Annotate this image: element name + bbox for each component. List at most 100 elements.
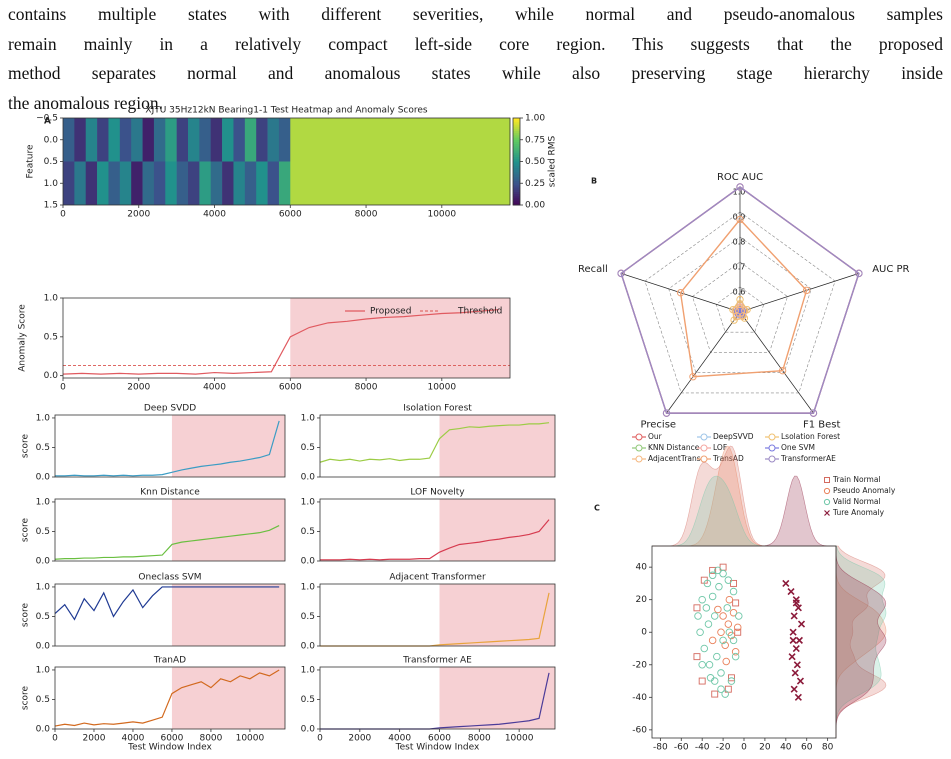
x-tick-label: 80 bbox=[822, 743, 834, 753]
y-tick-label: 0.5 bbox=[36, 527, 50, 537]
radar-point bbox=[739, 312, 747, 320]
scatter-point bbox=[714, 566, 722, 575]
colorbar-step bbox=[513, 163, 520, 167]
radar-grid bbox=[692, 261, 788, 353]
scatter-point bbox=[717, 628, 725, 636]
colorbar-step bbox=[513, 168, 520, 171]
plot-frame bbox=[319, 583, 556, 647]
scatter-point bbox=[733, 623, 742, 632]
subplot-title: Oneclass SVM bbox=[138, 573, 201, 583]
scatter-point bbox=[696, 628, 704, 636]
colorbar-step bbox=[513, 124, 520, 128]
y-tick-label: 1.0 bbox=[36, 413, 51, 423]
heatmap-cell bbox=[222, 161, 234, 205]
plot-frame bbox=[54, 666, 286, 730]
colorbar-step bbox=[513, 139, 520, 143]
panel-label: A bbox=[44, 117, 51, 127]
subplot-title: Knn Distance bbox=[140, 488, 200, 498]
scatter-point bbox=[797, 620, 806, 628]
scatter-point bbox=[719, 636, 727, 645]
colorbar-step bbox=[513, 176, 520, 180]
marginal-density-y bbox=[835, 545, 887, 739]
legend-marker bbox=[768, 444, 776, 452]
scatter-point bbox=[729, 636, 738, 645]
anomaly-region bbox=[439, 584, 555, 646]
x-tick-label: 4000 bbox=[122, 734, 145, 744]
y-tick-label: 0.5 bbox=[36, 443, 50, 453]
scatter-point bbox=[719, 612, 727, 620]
legend-label: Ture Anomaly bbox=[832, 508, 885, 517]
x-tick-label: -40 bbox=[695, 743, 710, 753]
scatter-point bbox=[725, 628, 734, 636]
radar-series bbox=[679, 218, 808, 378]
scatter-point bbox=[710, 612, 719, 620]
scatter-point bbox=[708, 571, 717, 580]
heatmap-cell bbox=[244, 161, 257, 205]
heatmap-cell bbox=[188, 118, 200, 162]
radar-point bbox=[802, 286, 811, 295]
colorbar-step bbox=[513, 159, 520, 162]
y-tick-label: 0.0 bbox=[301, 557, 316, 567]
scatter-point bbox=[694, 612, 702, 620]
y-tick-label: 20 bbox=[636, 595, 648, 605]
heatmap-cell bbox=[290, 161, 511, 205]
y-tick-label: 0.0 bbox=[44, 135, 59, 145]
radar-point bbox=[676, 288, 685, 297]
heatmap-cell bbox=[119, 161, 132, 205]
x-axis-label: Test Window Index bbox=[395, 743, 480, 753]
heatmap-cell bbox=[119, 118, 132, 162]
scatter-point bbox=[693, 604, 701, 612]
scatter-point bbox=[721, 641, 729, 650]
panel-label: C bbox=[594, 504, 600, 513]
scatter-point bbox=[795, 636, 803, 644]
legend-label: TransAD bbox=[712, 454, 744, 463]
colorbar-step bbox=[513, 202, 520, 206]
x-tick-label: 6000 bbox=[279, 383, 302, 393]
scatter-point bbox=[698, 677, 706, 685]
colorbar-step bbox=[513, 170, 520, 173]
score-line bbox=[62, 309, 499, 375]
legend-marker bbox=[768, 455, 776, 463]
subplot-title: Transformer AE bbox=[402, 656, 472, 666]
anomaly-region bbox=[171, 415, 285, 477]
heatmap-cell bbox=[210, 118, 223, 162]
scatter-point bbox=[705, 661, 714, 669]
radar-grid bbox=[668, 236, 812, 373]
heatmap-cell bbox=[267, 118, 280, 162]
colorbar-step bbox=[513, 189, 520, 193]
y-axis-label: score bbox=[21, 685, 31, 710]
y-tick-label: 0.0 bbox=[36, 473, 51, 483]
marginal-density-y bbox=[835, 545, 887, 739]
plot-frame bbox=[54, 583, 286, 647]
heatmap-cell bbox=[267, 161, 280, 205]
colorbar-step bbox=[513, 161, 520, 165]
x-tick-label: 8000 bbox=[468, 734, 491, 744]
radar-point bbox=[662, 409, 671, 417]
x-tick-label: 8000 bbox=[355, 383, 378, 393]
y-tick-label: 0.5 bbox=[301, 443, 315, 453]
heatmap-cell bbox=[108, 161, 121, 205]
legend-marker bbox=[635, 455, 643, 463]
heatmap-cell bbox=[131, 118, 143, 162]
text-line: method separates normal and anomalous st… bbox=[8, 63, 943, 84]
legend-label: Pseudo Anomaly bbox=[833, 486, 896, 495]
x-tick-label: -80 bbox=[653, 743, 668, 753]
legend-marker bbox=[635, 444, 643, 452]
scatter-point bbox=[704, 620, 713, 628]
x-tick-label: 20 bbox=[759, 743, 771, 753]
heatmap-cell bbox=[74, 161, 87, 205]
scatter-point bbox=[789, 636, 797, 644]
heatmap-cell bbox=[233, 161, 246, 205]
heatmap-cell bbox=[176, 161, 189, 205]
y-tick-label: 1.0 bbox=[301, 665, 316, 675]
y-tick-label: -40 bbox=[632, 693, 647, 703]
radar-tick-label: 0.6 bbox=[733, 288, 746, 297]
scatter-point bbox=[714, 605, 722, 614]
y-axis-label: score bbox=[21, 433, 31, 458]
scatter-point bbox=[782, 579, 790, 587]
x-tick-label: 10000 bbox=[236, 734, 265, 744]
heatmap-cell bbox=[165, 161, 177, 205]
colorbar-step bbox=[513, 191, 520, 195]
scatter-point bbox=[703, 579, 712, 588]
legend-label: LOF bbox=[713, 443, 727, 452]
